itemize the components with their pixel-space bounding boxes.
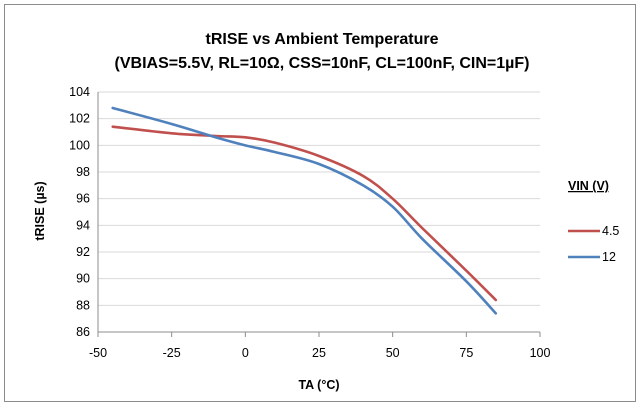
- chart-subtitle: (VBIAS=5.5V, RL=10Ω, CSS=10nF, CL=100nF,…: [115, 55, 530, 72]
- x-tick-label: 100: [530, 346, 551, 360]
- y-tick-label: 92: [76, 245, 90, 259]
- y-tick-label: 100: [69, 138, 90, 152]
- x-tick-label: 50: [386, 346, 400, 360]
- y-tick-label: 90: [76, 272, 90, 286]
- tick-labels: 86 88 90 92 94 96 98 100 102 104 -50 -25 0 25 50 75 100: [69, 85, 550, 360]
- y-tick-label: 86: [76, 325, 90, 339]
- series-lines: [111, 106, 498, 315]
- legend: VIN (V) 4.5 12: [568, 179, 619, 264]
- x-tick-label: 0: [242, 346, 249, 360]
- legend-title: VIN (V): [568, 179, 609, 193]
- y-tick-label: 94: [76, 218, 90, 232]
- legend-label: 12: [602, 250, 616, 264]
- x-tick-label: -25: [163, 346, 181, 360]
- y-axis-title: tRISE (µs): [33, 181, 47, 240]
- y-tick-label: 88: [76, 298, 90, 312]
- series-line-4.5: [111, 125, 498, 302]
- series-line-12: [111, 106, 498, 315]
- x-tick-label: -50: [89, 346, 107, 360]
- y-tick-label: 98: [76, 165, 90, 179]
- legend-label: 4.5: [602, 224, 619, 238]
- chart-title: tRISE vs Ambient Temperature: [206, 31, 439, 48]
- gridlines: [97, 91, 541, 337]
- x-tick-label: 25: [312, 346, 326, 360]
- y-tick-label: 102: [69, 112, 90, 126]
- y-tick-label: 96: [76, 192, 90, 206]
- x-axis-title: TA (°C): [298, 378, 339, 392]
- y-tick-label: 104: [69, 85, 90, 99]
- chart-frame: [4, 4, 636, 402]
- x-tick-label: 75: [459, 346, 473, 360]
- legend-items: 4.5 12: [568, 224, 619, 264]
